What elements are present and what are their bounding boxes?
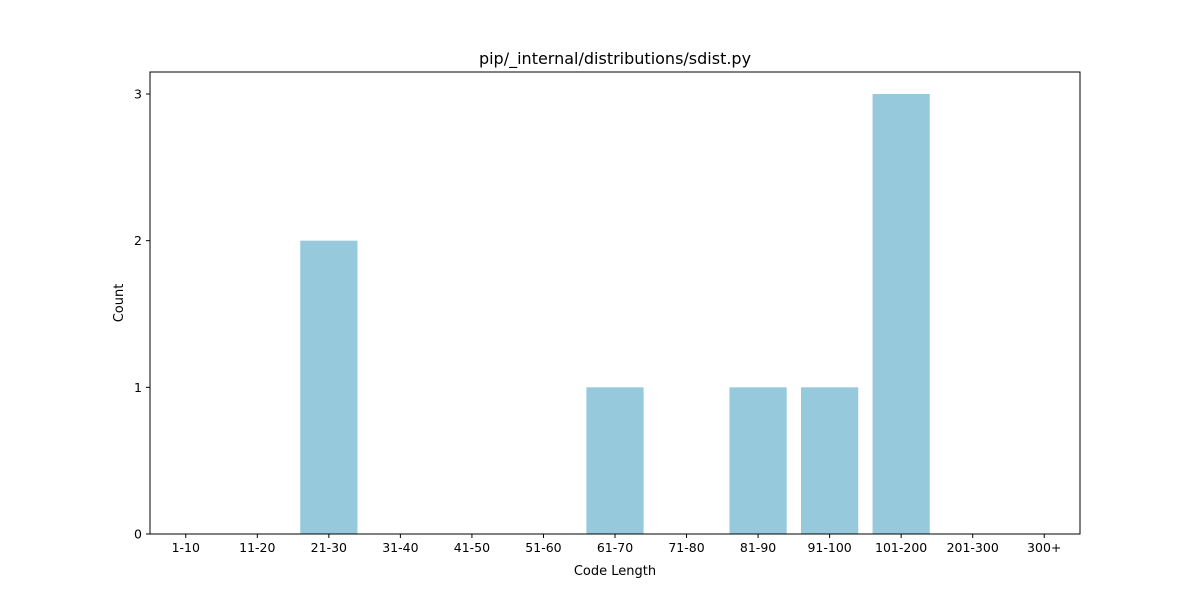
x-axis-label: Code Length	[574, 564, 656, 579]
x-tick-label: 71-80	[668, 540, 704, 555]
bar-61-70	[586, 387, 644, 534]
bar-21-30	[300, 240, 358, 534]
y-tick-label: 1	[134, 380, 142, 395]
x-tick-label: 101-200	[875, 540, 927, 555]
x-axis-ticks: 1-10 11-20 21-30 31-40 41-50 51-60 61-70 71-80 8…	[172, 534, 1061, 555]
x-tick-label: 11-20	[239, 540, 275, 555]
x-tick-label: 91-100	[807, 540, 851, 555]
bar-81-90	[729, 387, 787, 534]
bar-91-100	[801, 387, 859, 534]
x-tick-label: 21-30	[311, 540, 347, 555]
y-tick-label: 0	[134, 527, 142, 542]
y-axis-label: Count	[112, 284, 127, 323]
bar-101-200	[872, 94, 930, 534]
x-tick-label: 61-70	[597, 540, 633, 555]
x-tick-label: 31-40	[382, 540, 418, 555]
y-tick-label: 2	[134, 233, 142, 248]
x-tick-label: 300+	[1027, 540, 1061, 555]
x-tick-label: 81-90	[740, 540, 776, 555]
x-tick-label: 51-60	[525, 540, 561, 555]
chart-title: pip/_internal/distributions/sdist.py	[479, 49, 751, 69]
x-tick-label: 1-10	[172, 540, 200, 555]
x-tick-label: 41-50	[454, 540, 490, 555]
x-tick-label: 201-300	[947, 540, 999, 555]
plot-frame	[149, 71, 1081, 535]
bars-layer	[300, 94, 930, 534]
y-tick-label: 3	[134, 87, 142, 102]
y-axis-ticks: 0 1 2 3	[134, 87, 150, 542]
